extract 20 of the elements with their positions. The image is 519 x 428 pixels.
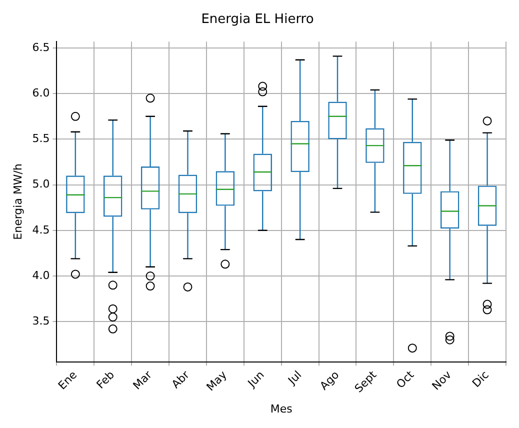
x-tick-label: Ene (56, 368, 80, 392)
x-tick-label: Jun (244, 368, 267, 390)
y-tick-label: 6.5 (32, 40, 50, 54)
x-axis-title: Mes (270, 402, 293, 416)
y-tick-label: 6.0 (32, 86, 50, 100)
y-tick-label: 5.0 (32, 178, 50, 191)
x-tick-label: Jul (284, 368, 304, 388)
y-tick-label: 5.5 (32, 132, 50, 146)
x-tick-label: Oct (394, 368, 418, 392)
chart-title: Energia EL Hierro (201, 12, 314, 28)
x-tick-label: Nov (430, 368, 454, 393)
x-tick-label: Dic (470, 368, 492, 390)
x-tick-label: Abr (169, 368, 192, 392)
x-tick-label: Mar (130, 368, 155, 392)
x-tick-label: Ago (317, 368, 342, 393)
y-tick-label: 4.5 (32, 223, 50, 236)
y-tick-label: 4.0 (32, 268, 50, 282)
y-tick-label: 3.5 (32, 314, 50, 328)
x-tick-label: Feb (94, 368, 118, 392)
y-axis-title: Energia MW/h (11, 163, 24, 240)
